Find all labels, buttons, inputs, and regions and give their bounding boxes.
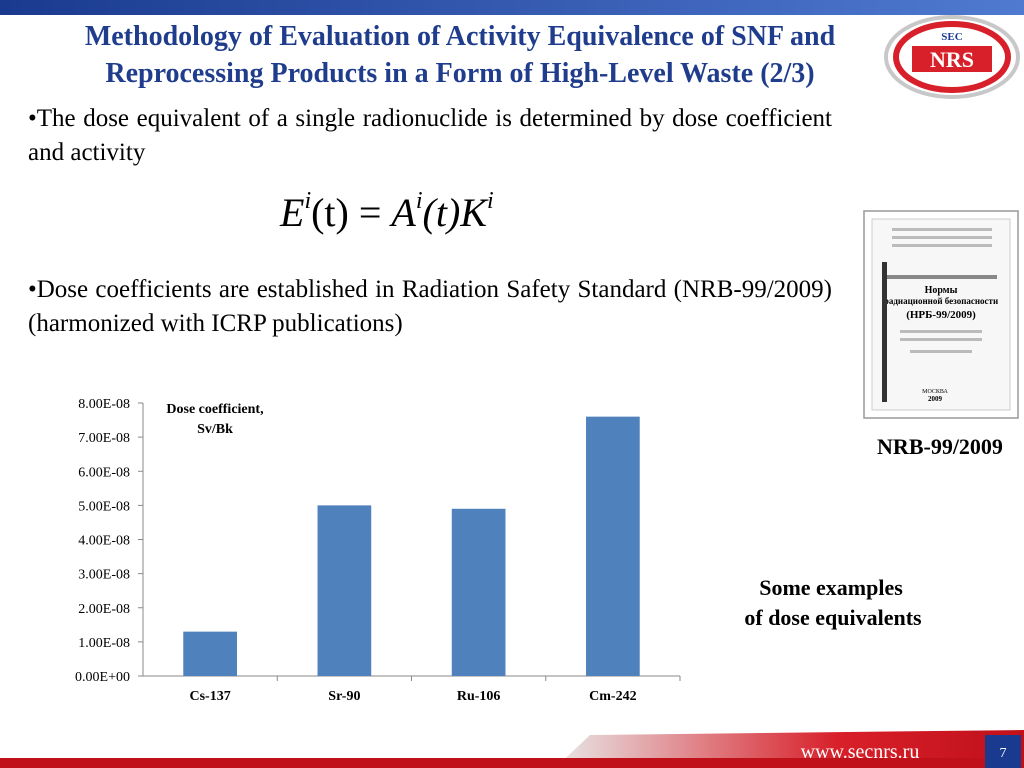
y-tick-label: 2.00E-08	[78, 602, 130, 617]
y-tick-label: 4.00E-08	[78, 534, 130, 549]
title: Methodology of Evaluation of Activity Eq…	[0, 18, 920, 92]
formula-sup: i	[486, 188, 494, 214]
side-note: Some examples	[759, 575, 903, 600]
bottom-strip	[0, 758, 1024, 768]
y-tick-label: 7.00E-08	[78, 431, 130, 446]
legend-label: Dose coefficient, Sv/Bk	[166, 402, 264, 437]
logo-main: NRS	[930, 47, 974, 72]
y-tick-label: 0.00E+00	[75, 670, 130, 685]
logo: SEC NRS	[884, 15, 1020, 99]
title-line: Reprocessing Products in a Form of High-…	[105, 58, 815, 89]
book-line: МОСКВА	[922, 389, 948, 395]
x-tick-label: Ru-106	[457, 689, 501, 704]
formula: Ei(t) = Ai(t)Ki	[280, 188, 494, 236]
y-tick-label: 5.00E-08	[78, 499, 130, 514]
formula-part: (t) =	[311, 190, 392, 235]
y-tick-label: 1.00E-08	[78, 636, 130, 651]
book-line: 2009	[928, 395, 943, 403]
y-tick-label: 8.00E-08	[78, 397, 130, 412]
x-tick-label: Sr-90	[328, 689, 360, 704]
y-tick-label: 6.00E-08	[78, 465, 130, 480]
bullet: •Dose coefficients are established in Ra…	[28, 276, 832, 337]
x-tick-label: Cs-137	[190, 689, 231, 704]
formula-sup: i	[304, 188, 312, 214]
formula-part: A	[391, 190, 416, 235]
bullet: •The dose equivalent of a single radionu…	[28, 105, 832, 166]
formula-part: K	[460, 190, 487, 235]
y-tick-label: 3.00E-08	[78, 568, 130, 583]
book-line: (НРБ-99/2009)	[906, 309, 976, 321]
book-line: Нормы	[925, 285, 958, 296]
top-bar	[0, 0, 1024, 15]
bar	[317, 505, 372, 676]
formula-part: (t)	[422, 190, 461, 235]
chart: 0.00E+00 1.00E-08 2.00E-08 3.00E-08 4.00E-08…	[75, 397, 681, 704]
formula-sup: i	[415, 188, 423, 214]
bar	[451, 508, 506, 676]
x-tick-label: Cm-242	[589, 689, 636, 704]
title-line: Methodology of Evaluation of Activity Eq…	[84, 21, 836, 52]
book-caption: NRB-99/2009	[877, 434, 1003, 459]
formula-part: E	[280, 190, 305, 235]
side-note: of dose equivalents	[744, 605, 922, 630]
bar	[183, 631, 237, 676]
page-number-box	[985, 735, 1021, 768]
book-line: радиационной безопасности	[884, 296, 998, 306]
page-number: 7	[1000, 746, 1007, 761]
footer-url: www.secnrs.ru	[801, 741, 920, 763]
book-image: Нормы радиационной безопасности (НРБ-99/…	[863, 210, 1019, 419]
logo-top: SEC	[941, 31, 962, 43]
bar	[586, 416, 640, 676]
